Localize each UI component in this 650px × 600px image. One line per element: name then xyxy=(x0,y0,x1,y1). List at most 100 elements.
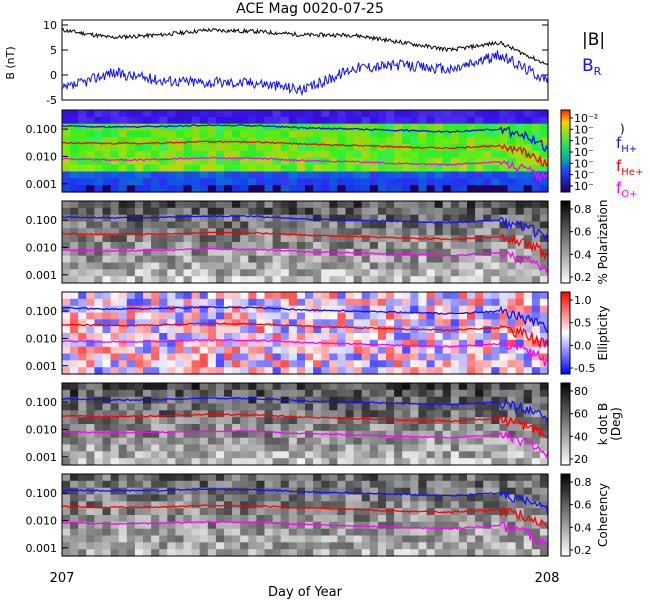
heatmap-cell xyxy=(361,451,371,459)
heatmap-cell xyxy=(499,389,509,398)
heatmap-cell xyxy=(491,535,500,543)
heatmap-cell xyxy=(507,549,517,557)
heatmap-cell xyxy=(386,164,395,173)
heatmap-cell xyxy=(507,542,517,550)
heatmap-cell xyxy=(402,458,411,466)
heatmap-cell xyxy=(183,542,193,550)
heatmap-cell xyxy=(353,367,363,375)
heatmap-cell xyxy=(483,515,492,523)
heatmap-cell xyxy=(483,389,492,398)
heatmap-cell xyxy=(475,214,484,223)
heatmap-cell xyxy=(394,137,403,145)
heatmap-cell xyxy=(167,305,176,314)
heatmap-cell xyxy=(434,214,444,223)
heatmap-cell xyxy=(377,269,387,277)
heatmap-cell xyxy=(491,178,500,186)
heatmap-cell xyxy=(280,151,290,159)
heatmap-cell xyxy=(62,389,71,398)
heatmap-cell xyxy=(394,298,403,307)
heatmap-cell xyxy=(280,235,290,243)
heatmap-cell xyxy=(62,444,71,452)
heatmap-cell xyxy=(199,515,209,523)
heatmap-cell xyxy=(442,123,452,132)
heatmap-cell xyxy=(442,116,452,125)
heatmap-cell xyxy=(224,110,233,118)
heatmap-cell xyxy=(499,137,509,145)
heatmap-cell xyxy=(288,171,298,179)
heatmap-cell xyxy=(94,110,104,118)
heatmap-cell xyxy=(134,116,144,125)
heatmap-cell xyxy=(369,326,379,334)
heatmap-cell xyxy=(215,528,225,537)
heatmap-cell xyxy=(410,451,419,459)
heatmap-cell xyxy=(353,262,363,270)
heatmap-cell xyxy=(86,480,95,489)
heatmap-cell xyxy=(62,228,71,236)
heatmap-cell xyxy=(313,319,322,327)
heatmap-cell xyxy=(458,339,468,348)
heatmap-cell xyxy=(191,542,201,550)
heatmap-cell xyxy=(183,255,193,264)
heatmap-cell xyxy=(491,549,500,557)
heatmap-cell xyxy=(458,494,468,502)
heatmap-cell xyxy=(345,437,355,446)
heatmap-cell xyxy=(118,164,128,173)
heatmap-cell xyxy=(353,305,363,314)
heatmap-cell xyxy=(110,164,120,173)
heatmap-cell xyxy=(62,487,71,496)
heatmap-cell xyxy=(232,353,241,361)
heatmap-cell xyxy=(386,171,395,179)
heatmap-cell xyxy=(240,339,249,348)
heatmap-cell xyxy=(94,164,104,173)
heatmap-cell xyxy=(369,312,379,320)
gyro-line-Heplus xyxy=(61,413,549,439)
heatmap-cell xyxy=(175,339,185,348)
gyro-line-Heplus xyxy=(61,322,549,350)
heatmap-cell xyxy=(515,151,525,159)
heatmap-cell xyxy=(394,221,403,229)
heatmap-cell xyxy=(78,178,87,186)
heatmap-cell xyxy=(296,171,306,179)
heatmap-cell xyxy=(272,235,282,243)
heatmap-cell xyxy=(118,535,128,543)
heatmap-cell xyxy=(361,151,371,159)
heatmap-cell xyxy=(159,248,168,257)
heatmap-cell xyxy=(329,228,338,236)
heatmap-cell xyxy=(450,228,460,236)
heatmap-cell xyxy=(483,185,492,193)
heatmap-cell xyxy=(110,298,120,307)
heatmap-cell xyxy=(175,501,185,509)
heatmap-cell xyxy=(207,480,217,489)
heatmap-cell xyxy=(248,235,257,243)
heatmap-cell xyxy=(418,207,428,216)
heatmap-cell xyxy=(264,298,274,307)
heatmap-cell xyxy=(345,396,355,405)
heatmap-cell xyxy=(159,255,168,264)
heatmap-cell xyxy=(361,458,371,466)
heatmap-cell xyxy=(264,276,274,284)
heatmap-cell xyxy=(126,474,136,482)
heatmap-cell xyxy=(86,221,95,229)
heatmap-cell xyxy=(377,474,387,482)
heatmap-cell xyxy=(531,151,541,159)
heatmap-cell xyxy=(434,333,444,341)
heatmap-cell xyxy=(515,130,525,138)
heatmap-cell xyxy=(232,221,241,229)
heatmap-cell xyxy=(288,255,298,264)
heatmap-cell xyxy=(523,353,533,361)
heatmap-cell xyxy=(78,151,87,159)
heatmap-cell xyxy=(507,214,517,223)
heatmap-cell xyxy=(110,319,120,327)
heatmap-cell xyxy=(86,430,95,439)
heatmap-cell xyxy=(442,458,452,466)
heatmap-cell xyxy=(450,305,460,314)
heatmap-cell xyxy=(321,201,330,209)
heatmap-cell xyxy=(377,339,387,348)
heatmap-cell xyxy=(264,214,274,223)
heatmap-cell xyxy=(386,326,395,334)
heatmap-cell xyxy=(515,248,525,257)
heatmap-cell xyxy=(62,130,71,138)
legend-btot: |B| xyxy=(582,30,605,50)
heatmap-cell xyxy=(134,262,144,270)
heatmap-cell xyxy=(539,430,549,439)
